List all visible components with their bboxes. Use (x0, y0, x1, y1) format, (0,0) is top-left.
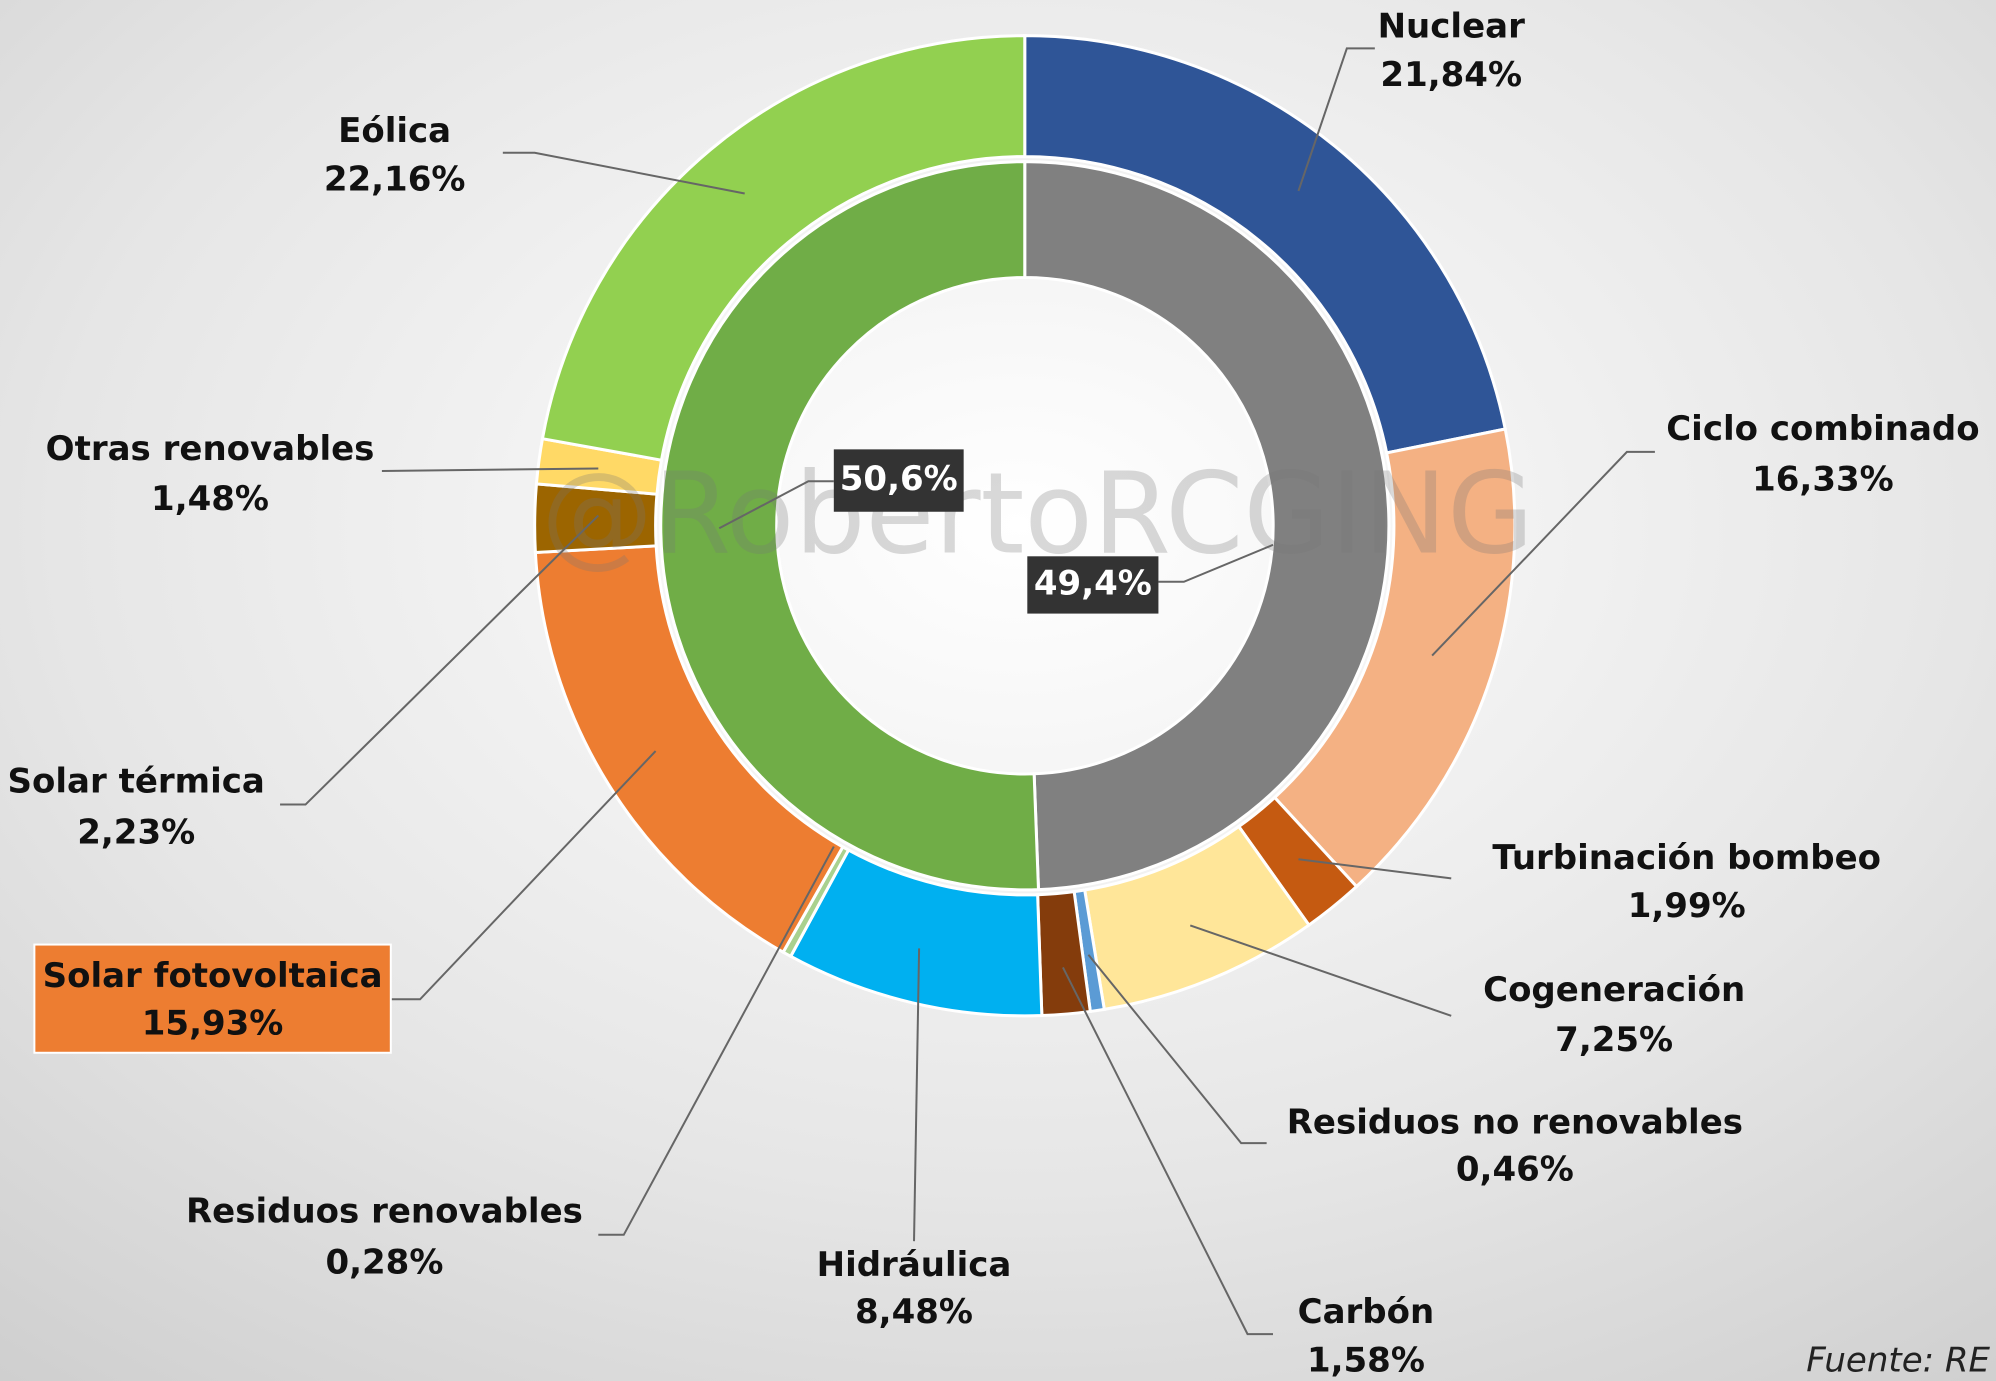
category-label: Solar fotovoltaica (43, 956, 383, 996)
category-label: Residuos no renovables (1287, 1103, 1743, 1143)
value-label: 8,48% (855, 1292, 973, 1332)
category-label: Nuclear (1378, 7, 1525, 47)
leader-line (390, 750, 657, 1001)
category-label: Turbinación bombeo (1492, 838, 1881, 878)
value-label: 0,28% (325, 1243, 443, 1283)
leader-line (1189, 924, 1452, 1017)
category-label: Carbón (1298, 1292, 1435, 1332)
donut-segment (1023, 34, 1507, 455)
category-label: Solar térmica (8, 761, 265, 801)
highlight-box (33, 943, 392, 1054)
value-label: 16,33% (1752, 460, 1894, 500)
category-label: Eólica (338, 111, 451, 151)
donut-segment (1023, 160, 1391, 892)
leader-line (1431, 450, 1655, 657)
donut-segment (540, 34, 1027, 462)
value-label: 21,84% (1380, 55, 1522, 95)
value-label: 50,6% (840, 459, 958, 499)
leader-line (1062, 967, 1273, 1336)
value-label: 22,16% (324, 159, 466, 199)
leader-line (502, 151, 745, 195)
leader-line (1298, 858, 1452, 880)
label-box (833, 449, 964, 512)
leader-line (280, 514, 600, 806)
category-label: Hidráulica (817, 1245, 1012, 1285)
value-label: 1,48% (151, 479, 269, 519)
category-label: Ciclo combinado (1666, 409, 1979, 449)
leader-line (1297, 47, 1375, 192)
leader-line (381, 467, 599, 473)
leader-line (1158, 543, 1274, 583)
value-label: 15,93% (142, 1003, 284, 1043)
category-label: Otras renovables (46, 429, 375, 469)
value-label: 0,46% (1456, 1150, 1574, 1190)
label-box (1027, 556, 1159, 614)
leader-line (598, 846, 835, 1236)
leader-line (718, 480, 834, 530)
value-label: 49,4% (1034, 563, 1152, 603)
leader-line (913, 948, 921, 1242)
donut-segment (659, 160, 1041, 892)
value-label: 7,25% (1555, 1020, 1673, 1060)
source: Fuente: RE (1806, 1341, 1990, 1381)
value-label: 2,23% (77, 812, 195, 852)
category-label: Cogeneración (1483, 970, 1745, 1010)
leader-line (1087, 954, 1267, 1145)
value-label: 1,58% (1307, 1341, 1425, 1381)
value-label: 1,99% (1628, 886, 1746, 926)
category-label: Residuos renovables (186, 1192, 583, 1232)
